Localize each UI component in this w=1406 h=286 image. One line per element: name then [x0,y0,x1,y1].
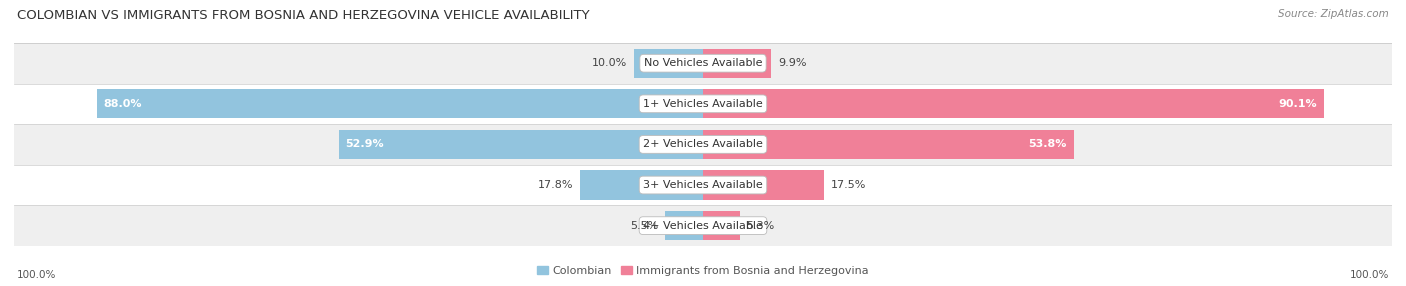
Text: 100.0%: 100.0% [1350,270,1389,280]
Text: 9.9%: 9.9% [778,58,807,68]
Text: 4+ Vehicles Available: 4+ Vehicles Available [643,221,763,231]
Text: 5.5%: 5.5% [630,221,658,231]
Bar [339,130,703,159]
Text: 52.9%: 52.9% [346,140,384,149]
Bar [14,165,1392,205]
Bar [14,43,1392,84]
Text: Source: ZipAtlas.com: Source: ZipAtlas.com [1278,9,1389,19]
Bar [14,205,1392,246]
Text: 2+ Vehicles Available: 2+ Vehicles Available [643,140,763,149]
Bar [97,89,703,118]
Text: COLOMBIAN VS IMMIGRANTS FROM BOSNIA AND HERZEGOVINA VEHICLE AVAILABILITY: COLOMBIAN VS IMMIGRANTS FROM BOSNIA AND … [17,9,589,21]
Bar [14,124,1392,165]
Text: 5.3%: 5.3% [747,221,775,231]
Bar [665,211,703,240]
Text: 100.0%: 100.0% [17,270,56,280]
Text: 90.1%: 90.1% [1278,99,1317,109]
Bar [14,84,1392,124]
Bar [703,130,1074,159]
Bar [703,170,824,200]
Bar [581,170,703,200]
Text: 3+ Vehicles Available: 3+ Vehicles Available [643,180,763,190]
Legend: Colombian, Immigrants from Bosnia and Herzegovina: Colombian, Immigrants from Bosnia and He… [533,261,873,281]
Bar [703,49,772,78]
Bar [634,49,703,78]
Text: No Vehicles Available: No Vehicles Available [644,58,762,68]
Text: 10.0%: 10.0% [592,58,627,68]
Text: 53.8%: 53.8% [1028,140,1067,149]
Text: 88.0%: 88.0% [104,99,142,109]
Bar [703,89,1323,118]
Text: 17.5%: 17.5% [831,180,866,190]
Text: 1+ Vehicles Available: 1+ Vehicles Available [643,99,763,109]
Bar [703,211,740,240]
Text: 17.8%: 17.8% [538,180,574,190]
